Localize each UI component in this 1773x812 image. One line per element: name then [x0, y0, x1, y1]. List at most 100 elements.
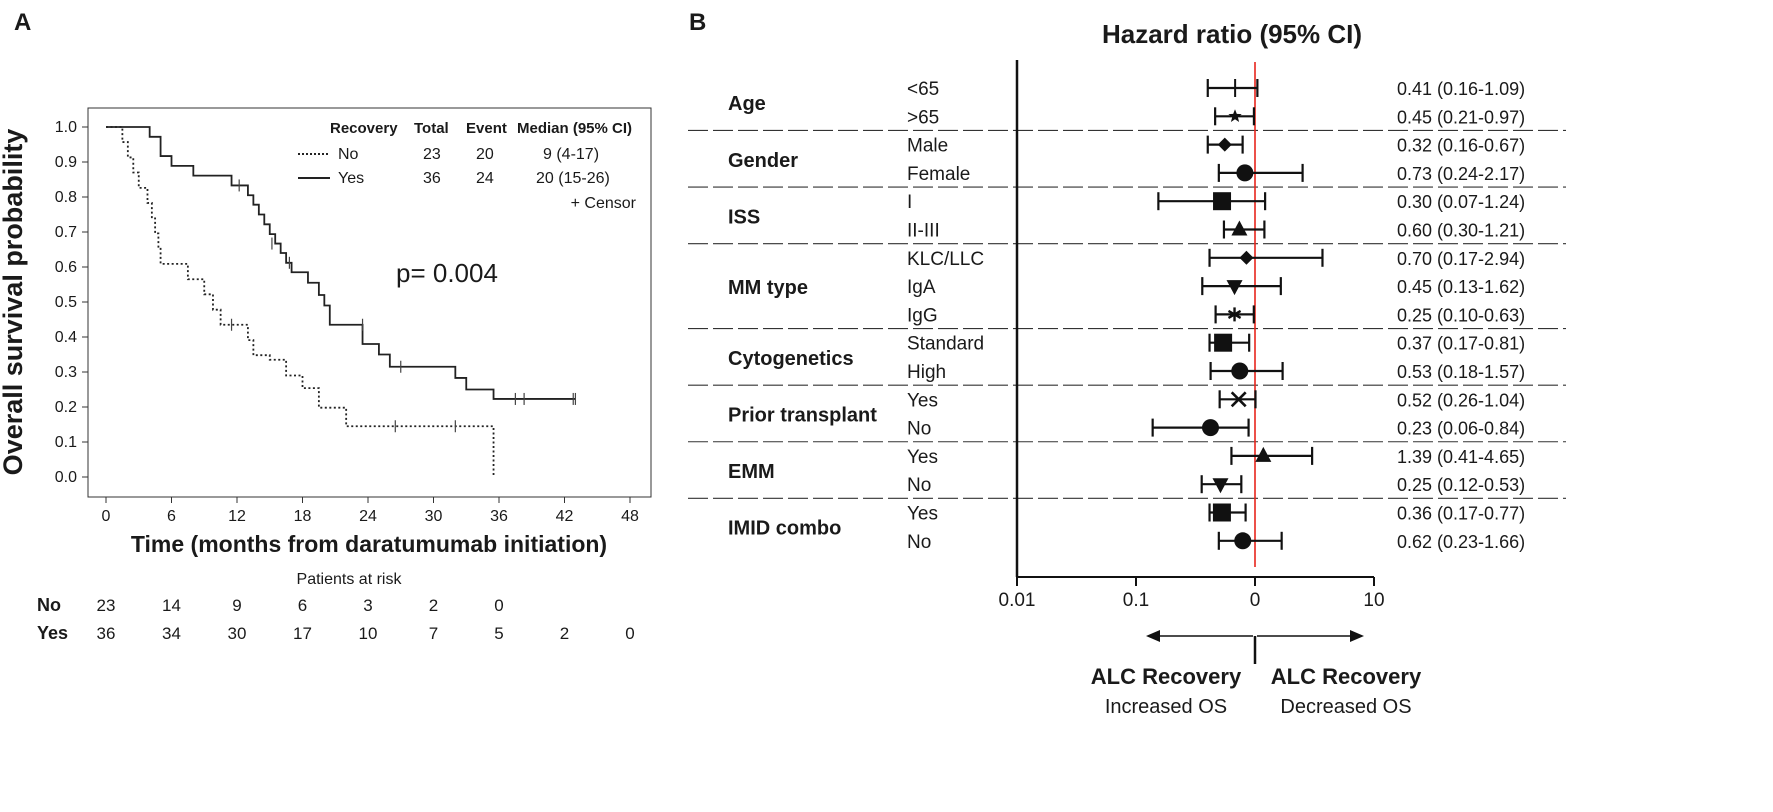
hr-value-text: 0.41 (0.16-1.09) [1397, 79, 1525, 99]
at-risk-value-no: 6 [298, 596, 307, 615]
km-y-tick-label: 0.0 [55, 469, 77, 486]
panel-a: A 0.0 0.1 0.2 0.3 0.4 0.5 0.6 0.7 0.8 0.9 1.0 0 6 12… [0, 9, 652, 643]
km-x-tick-label: 36 [490, 508, 508, 525]
legend-yes-total: 36 [423, 170, 441, 187]
marker-diamond [1239, 250, 1254, 265]
km-x-tick-label: 12 [228, 508, 246, 525]
forest-rows: <65 0.41 (0.16-1.09) >65 0.45 (0.21-0.97) Ma… [907, 79, 1525, 553]
km-x-axis-label: Time (months from daratumumab initiation… [131, 531, 607, 557]
legend-no-event: 20 [476, 146, 494, 163]
at-risk-value-yes: 30 [228, 624, 247, 643]
direction-left-title: ALC Recovery [1091, 664, 1242, 689]
forest-row-label: No [907, 419, 931, 440]
legend-no-median: 9 (4-17) [543, 146, 599, 163]
km-x-tick-label: 48 [621, 508, 639, 525]
forest-group-label: Cytogenetics [728, 348, 854, 370]
at-risk-value-yes: 2 [560, 624, 569, 643]
marker-star [1228, 109, 1242, 122]
marker-triangle-down [1226, 280, 1243, 296]
at-risk-value-no: 2 [429, 596, 438, 615]
forest-row-label: High [907, 362, 946, 383]
at-risk-value-no: 0 [494, 596, 503, 615]
panel-b-label: B [689, 9, 706, 36]
at-risk-value-no: 23 [97, 596, 116, 615]
km-y-tick-label: 0.7 [55, 224, 77, 241]
forest-row-label: Yes [907, 504, 938, 525]
forest-group-label: Age [728, 93, 766, 115]
forest-group-label: Gender [728, 150, 798, 172]
km-y-ticks: 0.0 0.1 0.2 0.3 0.4 0.5 0.6 0.7 0.8 0.9 1.0 [55, 119, 88, 486]
legend-no-name: No [338, 146, 359, 163]
marker-circle [1231, 362, 1249, 380]
at-risk-value-yes: 10 [359, 624, 378, 643]
at-risk-values: 23 14 9 6 3 2 0 36 34 30 17 10 7 5 2 0 [97, 596, 635, 643]
at-risk-label-yes: Yes [37, 623, 68, 643]
forest-row-label: Female [907, 164, 970, 185]
km-y-tick-label: 0.9 [55, 154, 77, 171]
marker-square [1212, 503, 1231, 522]
hr-value-text: 0.70 (0.17-2.94) [1397, 249, 1525, 269]
km-p-value: p= 0.004 [396, 258, 498, 288]
hr-value-text: 0.62 (0.23-1.66) [1397, 532, 1525, 552]
forest-row-label: I [907, 192, 912, 213]
hr-value-text: 0.37 (0.17-0.81) [1397, 334, 1525, 354]
km-y-tick-label: 0.6 [55, 259, 77, 276]
hr-value-text: 0.60 (0.30-1.21) [1397, 221, 1525, 241]
marker-circle [1234, 532, 1252, 550]
forest-row-label: Yes [907, 447, 938, 468]
marker-triangle-up [1231, 220, 1248, 236]
km-y-axis-label: Overall survival probability [0, 129, 28, 476]
at-risk-value-no: 14 [162, 596, 181, 615]
at-risk-value-yes: 7 [429, 624, 438, 643]
hr-value-text: 0.25 (0.12-0.53) [1397, 475, 1525, 495]
forest-row-label: >65 [907, 107, 939, 128]
legend-header-recovery: Recovery [330, 120, 398, 137]
legend-yes-median: 20 (15-26) [536, 170, 610, 187]
hr-value-text: 0.32 (0.16-0.67) [1397, 136, 1525, 156]
forest-x-ticks: 0.01 0.1 0 10 [999, 577, 1385, 611]
direction-right-title: ALC Recovery [1271, 664, 1422, 689]
hr-value-text: 0.45 (0.21-0.97) [1397, 107, 1525, 127]
marker-square [1213, 192, 1232, 211]
forest-group-label: MM type [728, 277, 808, 299]
hr-value-text: 0.53 (0.18-1.57) [1397, 362, 1525, 382]
hr-value-text: 0.73 (0.24-2.17) [1397, 164, 1525, 184]
forest-row-label: Male [907, 136, 948, 157]
marker-circle [1201, 419, 1219, 437]
at-risk-label-no: No [37, 595, 61, 615]
legend-censor-note: + Censor [571, 195, 637, 212]
km-x-tick-label: 42 [556, 508, 574, 525]
km-y-tick-label: 0.3 [55, 364, 77, 381]
km-y-tick-label: 0.2 [55, 399, 77, 416]
forest-row-label: No [907, 475, 931, 496]
forest-group-label: Prior transplant [728, 404, 877, 426]
forest-row-label: <65 [907, 79, 939, 100]
at-risk-value-yes: 17 [293, 624, 312, 643]
at-risk-value-no: 9 [232, 596, 241, 615]
forest-row-label: Standard [907, 334, 984, 355]
marker-circle [1236, 164, 1254, 182]
legend-yes-event: 24 [476, 170, 494, 187]
km-x-tick-label: 6 [167, 508, 176, 525]
legend-yes-name: Yes [338, 170, 364, 187]
at-risk-value-no: 3 [363, 596, 372, 615]
hr-value-text: 0.23 (0.06-0.84) [1397, 419, 1525, 439]
km-x-ticks: 0 6 12 18 24 30 36 42 48 [102, 497, 639, 525]
forest-x-tick-label: 0.01 [999, 590, 1036, 611]
at-risk-value-yes: 36 [97, 624, 116, 643]
forest-groups: Age Gender ISS MM type Cytogenetics Prior tra… [728, 93, 877, 540]
km-y-tick-label: 0.4 [55, 329, 77, 346]
km-y-tick-label: 0.1 [55, 434, 77, 451]
panel-a-label: A [14, 9, 31, 36]
marker-asterisk-stroke [1227, 309, 1242, 319]
legend-no-total: 23 [423, 146, 441, 163]
forest-row-label: II-III [907, 221, 940, 242]
km-curves [106, 126, 577, 477]
direction-left-sub: Increased OS [1105, 696, 1227, 718]
marker-triangle-down [1212, 478, 1229, 494]
forest-x-tick-label: 10 [1363, 590, 1384, 611]
at-risk-value-yes: 34 [162, 624, 181, 643]
hr-value-text: 0.30 (0.07-1.24) [1397, 192, 1525, 212]
direction-indicator: ALC Recovery Increased OS ALC Recovery D… [1091, 630, 1422, 718]
